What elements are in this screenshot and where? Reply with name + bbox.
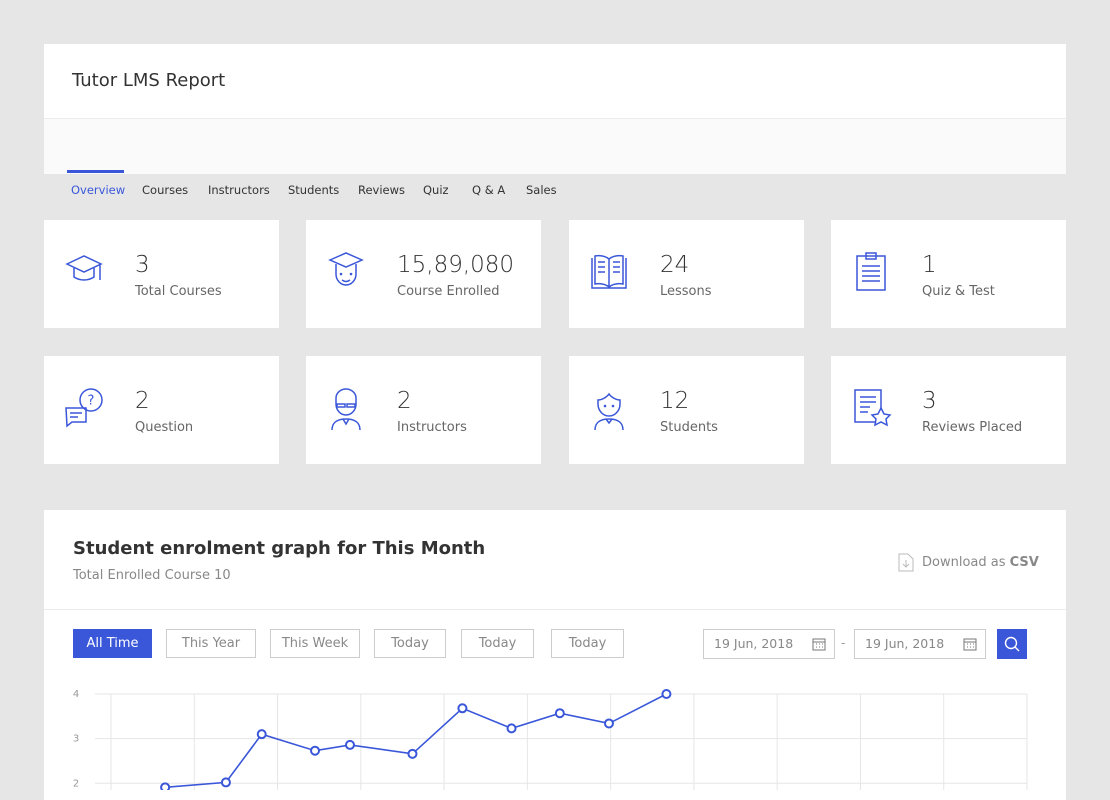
stat-label: Instructors [397,420,467,435]
filter-button[interactable]: Today [374,629,446,658]
chart-subtitle: Total Enrolled Course 10 [73,568,231,583]
stat-label: Quiz & Test [922,284,995,299]
active-tab-underline [67,170,124,173]
page-title: Tutor LMS Report [72,70,226,91]
calendar-icon [812,638,826,651]
y-tick-label: 3 [73,734,79,745]
date-from-text: 19 Jun, 2018 [714,636,794,651]
stat-label: Lessons [660,284,712,299]
data-point [457,703,468,714]
stat-label: Course Enrolled [397,284,500,299]
download-link[interactable]: Download as CSV [922,555,1039,570]
stat-value: 24 [660,252,690,278]
stat-icon [856,252,886,291]
nav-tab[interactable]: Overview [71,183,126,197]
data-point [220,777,231,788]
data-point [661,689,672,699]
nav-tab[interactable]: Q & A [472,183,506,197]
stat-icon [328,252,364,286]
nav-tab[interactable]: Quiz [423,183,449,197]
data-point [407,748,418,759]
stat-label: Students [660,420,718,435]
stat-card: 24 Lessons [569,220,804,328]
data-point [554,708,565,719]
y-tick-label: 2 [73,778,79,789]
stat-label: Reviews Placed [922,420,1023,435]
data-point [344,739,355,750]
download-icon [898,553,914,572]
stat-value: 3 [135,252,150,278]
stat-card: ? 2 Question [44,356,279,464]
stat-card: 2 Instructors [306,356,541,464]
date-from[interactable]: 19 Jun, 2018 [703,629,835,659]
tab-bar [44,118,1066,174]
search-icon [1004,636,1020,652]
y-tick-label: 4 [73,689,79,700]
download-format: CSV [1009,555,1039,570]
stat-value: 1 [922,252,937,278]
stat-icon [594,392,624,431]
data-point [603,718,614,729]
date-to[interactable]: 19 Jun, 2018 [854,629,986,659]
stat-icon [591,254,627,289]
stat-value: 2 [135,388,150,414]
nav-tab[interactable]: Courses [142,183,189,197]
stat-label: Total Courses [135,284,222,299]
divider [44,609,1066,610]
stat-card: 15,89,080 Course Enrolled [306,220,541,328]
calendar-icon [963,638,977,651]
stat-card: 12 Students [569,356,804,464]
nav-tab[interactable]: Reviews [358,183,406,197]
filter-button[interactable]: Today [551,629,624,658]
data-point [160,782,171,790]
filter-button[interactable]: Today [461,629,534,658]
filter-button[interactable]: All Time [73,629,152,658]
stat-value: 2 [397,388,412,414]
stat-value: 15,89,080 [397,252,515,278]
stat-card: 3 Total Courses [44,220,279,328]
filter-button[interactable]: This Week [270,629,360,658]
filter-button[interactable]: This Year [166,629,256,658]
chart-title: Student enrolment graph for This Month [73,538,486,559]
chart: 2 3 4 [73,689,1028,790]
nav-tab[interactable]: Instructors [208,183,270,197]
search-button[interactable] [997,629,1027,659]
stat-icon [331,388,361,431]
header-card: Tutor LMS Report Overview Courses Instruct… [44,44,1066,197]
data-point [256,729,267,740]
stat-value: 3 [922,388,937,414]
download-text: Download as [922,555,1006,570]
data-point [310,745,321,756]
stat-label: Question [135,420,194,435]
date-to-text: 19 Jun, 2018 [865,636,945,651]
svg-text:?: ? [88,394,95,409]
stat-value: 12 [660,388,690,414]
stat-card: 1 Quiz & Test [831,220,1066,328]
nav-tab[interactable]: Students [288,183,340,197]
date-separator: - [841,636,846,650]
stat-icon [65,255,103,281]
nav-tab[interactable]: Sales [526,183,557,197]
stat-icon [854,389,892,427]
data-point [506,723,517,734]
data-line [165,693,667,789]
stat-icon: ? [65,388,103,428]
stat-card: 3 Reviews Placed [831,356,1066,464]
